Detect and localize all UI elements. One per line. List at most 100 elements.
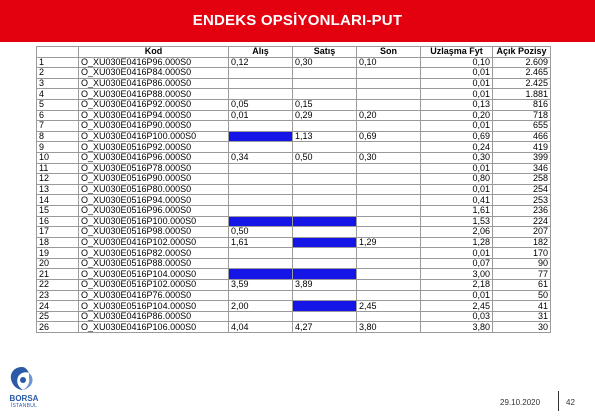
- row-index-cell: 25: [36, 310, 79, 323]
- last-price-cell: [356, 162, 421, 175]
- header-satis: Satış: [292, 46, 357, 58]
- row-index-cell: 16: [36, 215, 79, 228]
- last-price-cell: [356, 215, 421, 228]
- table-row: 8 O_XU030E0416P100.000S0 1,13 0,69 0,69 466: [36, 130, 551, 143]
- last-price-cell: 3,80: [356, 321, 421, 334]
- ask-price-cell: [292, 77, 357, 90]
- table-row: 3 O_XU030E0416P86.000S0 0,01 2.425: [36, 77, 551, 90]
- option-code-cell: O_XU030E0416P90.000S0: [78, 120, 229, 132]
- settlement-price-cell: 2,18: [420, 279, 493, 291]
- bid-price-cell: [228, 310, 293, 323]
- borsa-istanbul-logo: BORSA İSTANBUL: [4, 366, 44, 416]
- bid-price-cell: [228, 215, 293, 228]
- open-interest-cell: 346: [492, 162, 551, 175]
- last-price-cell: [356, 204, 421, 217]
- open-interest-cell: 253: [492, 194, 551, 206]
- last-price-cell: [356, 247, 421, 259]
- open-interest-cell: 236: [492, 204, 551, 217]
- settlement-price-cell: 0,01: [420, 162, 493, 175]
- row-index-cell: 3: [36, 77, 79, 90]
- ask-price-cell: [292, 257, 357, 270]
- open-interest-cell: 170: [492, 247, 551, 259]
- bid-price-cell: 2,00: [228, 300, 293, 312]
- table-row: 19 O_XU030E0516P82.000S0 0,01 170: [36, 247, 551, 259]
- settlement-price-cell: 1,61: [420, 204, 493, 217]
- settlement-price-cell: 0,01: [420, 120, 493, 132]
- settlement-price-cell: 0,13: [420, 98, 493, 111]
- settlement-price-cell: 0,01: [420, 247, 493, 259]
- ask-price-cell: [292, 215, 357, 228]
- row-index-cell: 4: [36, 88, 79, 100]
- open-interest-cell: 419: [492, 141, 551, 153]
- header-uzlasma-fiyat: Uzlaşma Fyt: [420, 46, 493, 58]
- ask-price-cell: 0,29: [292, 109, 357, 122]
- open-interest-cell: 2.425: [492, 77, 551, 90]
- title-banner: [0, 0, 595, 42]
- table-row: 25 O_XU030E0416P86.000S0 0,03 31: [36, 310, 551, 323]
- ask-price-cell: [292, 247, 357, 259]
- row-index-cell: 8: [36, 130, 79, 143]
- open-interest-cell: 182: [492, 236, 551, 249]
- option-code-cell: O_XU030E0516P98.000S0: [78, 226, 229, 238]
- row-index-cell: 6: [36, 109, 79, 122]
- option-code-cell: O_XU030E0516P82.000S0: [78, 247, 229, 259]
- bid-price-cell: [228, 183, 293, 196]
- row-index-cell: 21: [36, 268, 79, 281]
- row-index-cell: 24: [36, 300, 79, 312]
- bid-price-cell: [228, 77, 293, 90]
- ask-price-cell: 0,15: [292, 98, 357, 111]
- bid-price-cell: 0,12: [228, 56, 293, 69]
- table-row: 12 O_XU030E0516P90.000S0 0,80 258: [36, 173, 551, 185]
- table-row: 6 O_XU030E0416P94.000S0 0,01 0,29 0,20 0,20 71…: [36, 109, 551, 122]
- bid-price-cell: [228, 88, 293, 100]
- option-code-cell: O_XU030E0416P84.000S0: [78, 67, 229, 79]
- open-interest-cell: 1.881: [492, 88, 551, 100]
- table-row: 10 O_XU030E0416P96.000S0 0,34 0,50 0,30 0,30 3…: [36, 151, 551, 164]
- settlement-price-cell: 0,10: [420, 56, 493, 69]
- last-price-cell: [356, 173, 421, 185]
- ask-price-cell: 3,89: [292, 279, 357, 291]
- option-code-cell: O_XU030E0416P86.000S0: [78, 310, 229, 323]
- option-code-cell: O_XU030E0416P102.000S0: [78, 236, 229, 249]
- row-index-cell: 14: [36, 194, 79, 206]
- ask-price-cell: [292, 141, 357, 153]
- row-index-cell: 26: [36, 321, 79, 334]
- ask-price-cell: 0,30: [292, 56, 357, 69]
- bid-price-cell: 3,59: [228, 279, 293, 291]
- settlement-price-cell: 0,01: [420, 88, 493, 100]
- borsa-istanbul-logo-icon: [10, 367, 33, 390]
- open-interest-cell: 2.465: [492, 67, 551, 79]
- open-interest-cell: 207: [492, 226, 551, 238]
- table-header-row: Kod Alış Satış Son Uzlaşma Fyt Açık Pozi…: [36, 46, 551, 58]
- option-code-cell: O_XU030E0516P104.000S0: [78, 268, 229, 281]
- row-index-cell: 23: [36, 289, 79, 302]
- ask-price-cell: [292, 289, 357, 302]
- row-index-cell: 12: [36, 173, 79, 185]
- option-code-cell: O_XU030E0516P92.000S0: [78, 141, 229, 153]
- option-code-cell: O_XU030E0416P94.000S0: [78, 109, 229, 122]
- bid-price-cell: 0,34: [228, 151, 293, 164]
- row-index-cell: 10: [36, 151, 79, 164]
- table-row: 5 O_XU030E0416P92.000S0 0,05 0,15 0,13 816: [36, 98, 551, 111]
- option-code-cell: O_XU030E0416P92.000S0: [78, 98, 229, 111]
- option-code-cell: O_XU030E0516P94.000S0: [78, 194, 229, 206]
- row-index-cell: 22: [36, 279, 79, 291]
- option-code-cell: O_XU030E0416P86.000S0: [78, 77, 229, 90]
- page-number: 42: [566, 398, 575, 407]
- bid-price-cell: 0,05: [228, 98, 293, 111]
- settlement-price-cell: 0,03: [420, 310, 493, 323]
- row-index-cell: 15: [36, 204, 79, 217]
- settlement-price-cell: 0,01: [420, 289, 493, 302]
- bid-price-cell: [228, 204, 293, 217]
- row-index-cell: 2: [36, 67, 79, 79]
- row-index-cell: 9: [36, 141, 79, 153]
- option-code-cell: O_XU030E0516P100.000S0: [78, 215, 229, 228]
- ask-price-cell: [292, 268, 357, 281]
- open-interest-cell: 224: [492, 215, 551, 228]
- option-code-cell: O_XU030E0516P102.000S0: [78, 279, 229, 291]
- ask-price-cell: 0,50: [292, 151, 357, 164]
- open-interest-cell: 30: [492, 321, 551, 334]
- ask-price-cell: [292, 204, 357, 217]
- last-price-cell: [356, 289, 421, 302]
- settlement-price-cell: 1,28: [420, 236, 493, 249]
